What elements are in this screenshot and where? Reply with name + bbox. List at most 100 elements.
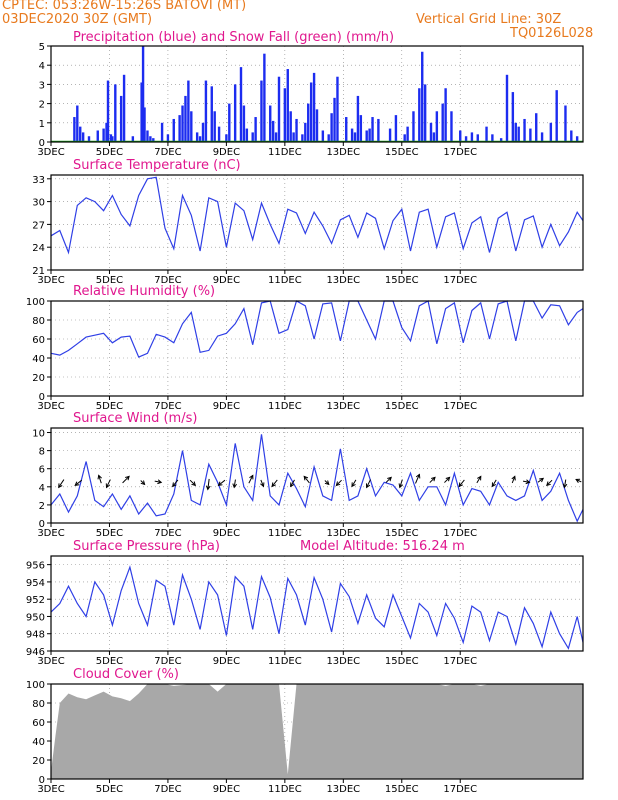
- precip-bar: [350, 128, 354, 142]
- x-tick-label: 3DEC: [37, 275, 64, 286]
- wind-arrow-head: [303, 475, 309, 481]
- panel-frame: [50, 45, 584, 143]
- precip-bar: [228, 103, 231, 142]
- y-tick-label: 20: [32, 756, 45, 767]
- wind-arrow: [458, 479, 465, 487]
- x-tick-label: 9DEC: [213, 275, 240, 286]
- precip-bar: [105, 122, 108, 142]
- y-tick-label: 4: [39, 483, 45, 494]
- precip-bar: [549, 122, 553, 142]
- precip-bar: [217, 126, 221, 142]
- wind-arrow: [366, 479, 371, 488]
- wind-arrow: [271, 479, 278, 487]
- x-tick-label: 7DEC: [154, 147, 181, 158]
- precip-bar: [274, 132, 278, 142]
- x-tick-label: 11DEC: [268, 275, 302, 286]
- cloud-area: [51, 684, 583, 779]
- wind-arrow: [260, 479, 264, 487]
- wind-arrow-head: [249, 474, 254, 480]
- wind-arrow: [476, 476, 482, 484]
- precip-bar: [277, 76, 281, 142]
- precip-bar: [388, 128, 392, 142]
- wind-arrow: [399, 479, 403, 488]
- y-tick-label: 0: [39, 519, 45, 530]
- panel-frame: [50, 683, 584, 780]
- wind-arrow-head: [172, 482, 177, 488]
- precip-bar: [321, 130, 325, 142]
- precip-bar: [79, 126, 82, 142]
- y-tick-label: 948: [26, 630, 45, 641]
- precip-bar: [304, 122, 307, 142]
- precip-bar: [245, 128, 249, 142]
- wind-arrow-head: [74, 481, 80, 487]
- precip-bar: [190, 111, 193, 142]
- x-tick-label: 13DEC: [326, 528, 360, 539]
- precip-bar: [225, 134, 228, 142]
- precip-bar: [73, 117, 76, 142]
- wind-arrow-head: [415, 473, 421, 479]
- wind-arrow: [172, 479, 179, 487]
- wind-arrow: [444, 477, 450, 483]
- panel-title: Cloud Cover (%): [73, 667, 179, 682]
- wind-arrow-head: [140, 480, 146, 486]
- y-tick-label: 21: [32, 266, 45, 277]
- precip-bar: [187, 80, 190, 142]
- x-tick-label: 15DEC: [385, 275, 419, 286]
- x-tick-label: 5DEC: [96, 275, 123, 286]
- wind-arrow: [351, 479, 357, 487]
- precip-bar: [141, 46, 145, 142]
- precip-bar: [307, 103, 310, 142]
- precip-bar: [312, 72, 316, 142]
- wind-arrow: [122, 476, 130, 484]
- precip-bar: [251, 132, 254, 142]
- precip-bar: [260, 80, 263, 142]
- precip-bar: [160, 122, 164, 142]
- x-tick-label: 17DEC: [443, 656, 477, 667]
- wind-arrow-head: [431, 476, 436, 482]
- x-tick-label: 17DEC: [443, 784, 477, 795]
- header-station: CPTEC: 053:26W-15:26S BATOVI (MT): [2, 0, 247, 13]
- y-tick-label: 956: [26, 561, 45, 572]
- x-tick-label: 7DEC: [154, 401, 181, 412]
- precip-bar: [292, 132, 295, 142]
- x-tick-label: 5DEC: [96, 528, 123, 539]
- precip-bar: [464, 136, 468, 142]
- precip-bar: [365, 130, 368, 142]
- wind-arrow: [98, 475, 102, 484]
- wind-arrow-head: [125, 475, 130, 481]
- panel-frame: [50, 174, 584, 271]
- x-tick-label: 13DEC: [326, 656, 360, 667]
- precip-bar: [423, 84, 427, 142]
- precip-bar: [210, 86, 213, 142]
- x-tick-label: 11DEC: [268, 528, 302, 539]
- precip-bar: [336, 76, 339, 142]
- x-tick-label: 11DEC: [268, 656, 302, 667]
- panel-title: Surface Pressure (hPa): [73, 539, 220, 554]
- precip-bar: [315, 109, 319, 142]
- precip-bar: [289, 111, 292, 142]
- precip-bar: [499, 138, 503, 142]
- precip-bar: [517, 126, 520, 142]
- y-tick-label: 10: [32, 429, 45, 440]
- precip-bar: [178, 115, 181, 142]
- wind-arrow: [511, 476, 516, 484]
- wind-arrow-head: [366, 483, 371, 489]
- wind-arrow-head: [477, 475, 482, 481]
- precip-bar: [491, 134, 494, 142]
- precip-bar: [269, 105, 272, 142]
- precip-bar: [432, 132, 436, 142]
- x-tick-label: 5DEC: [96, 401, 123, 412]
- wind-arrow-head: [445, 476, 451, 482]
- y-tick-label: 40: [32, 354, 45, 365]
- wind-arrow-head: [232, 483, 238, 489]
- y-tick-label: 2: [39, 501, 45, 512]
- precip-bar: [109, 134, 113, 142]
- precip-bar: [575, 136, 579, 142]
- x-tick-label: 9DEC: [213, 147, 240, 158]
- model-altitude: Model Altitude: 516.24 m: [300, 539, 465, 554]
- wind-arrow-head: [191, 481, 197, 487]
- panel-frame: [50, 300, 584, 397]
- y-tick-label: 40: [32, 737, 45, 748]
- precip-bar: [181, 105, 184, 142]
- y-tick-label: 80: [32, 699, 45, 710]
